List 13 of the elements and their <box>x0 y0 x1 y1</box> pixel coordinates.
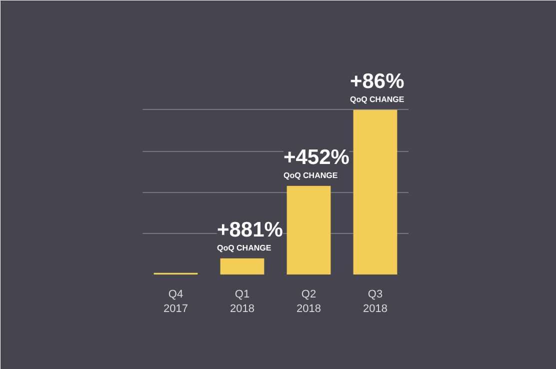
x-tick-label: Q3 2018 <box>363 288 388 315</box>
bar <box>286 186 331 274</box>
annotation: +881% <box>216 218 284 242</box>
bar <box>220 258 264 274</box>
annotation: +86% <box>350 70 405 93</box>
bar <box>353 110 398 274</box>
annotation: QoQ CHANGE <box>283 170 338 180</box>
x-tick-label: Q1 2018 <box>230 288 254 315</box>
x-tick-label: Q2 2018 <box>296 288 321 315</box>
x-tick-label: Q4 2017 <box>164 288 188 315</box>
annotation: QoQ CHANGE <box>216 243 272 252</box>
annotation: QoQ CHANGE <box>350 94 405 104</box>
annotation: +452% <box>283 146 350 169</box>
